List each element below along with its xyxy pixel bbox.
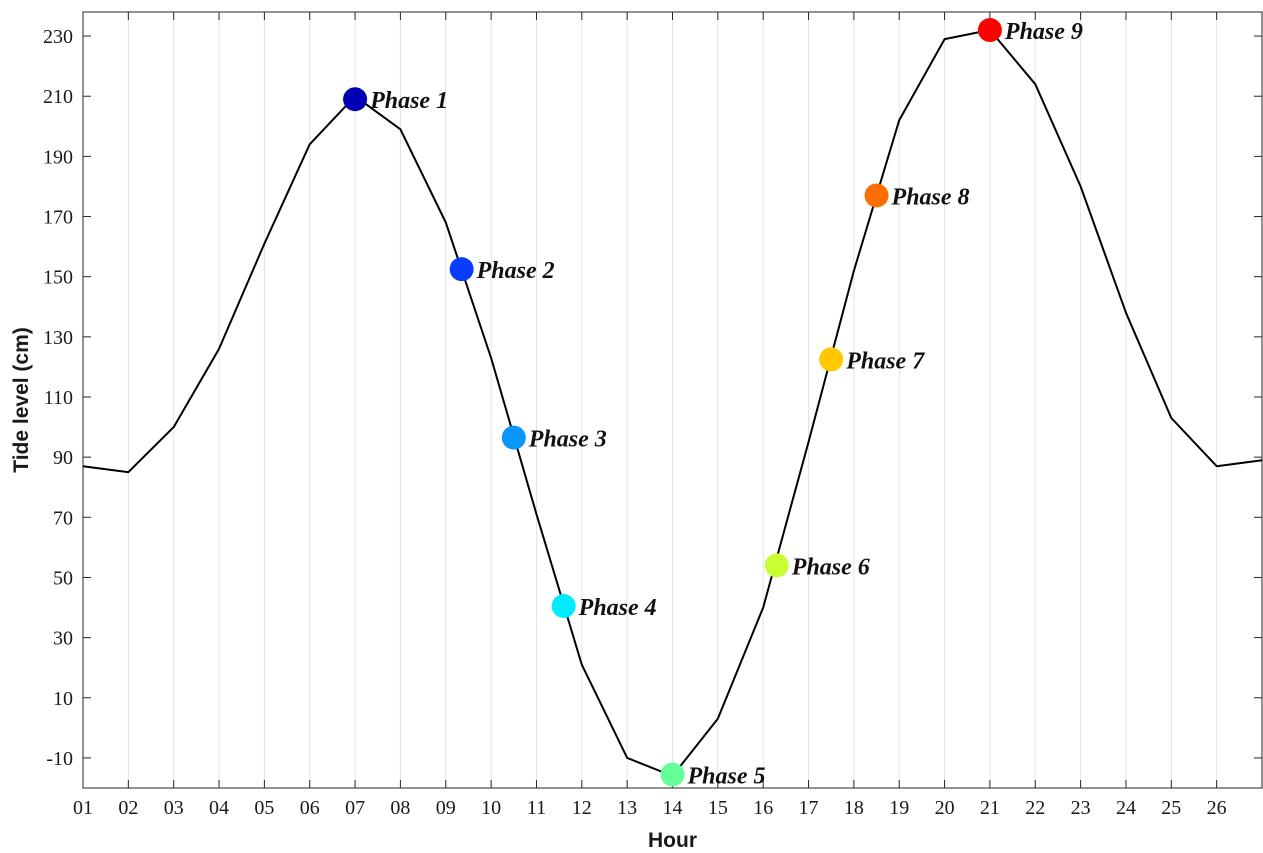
x-tick-label: 01 [73, 797, 93, 819]
phase-7-label: Phase 7 [845, 348, 925, 374]
y-tick-label: 230 [43, 26, 73, 48]
x-tick-label: 14 [663, 797, 683, 819]
y-axis-title: Tide level (cm) [10, 327, 33, 473]
x-tick-label: 08 [390, 797, 410, 819]
y-axis-tick-labels: -10 10 30 50 70 90 110 130 150 170 190 210 230 [43, 26, 73, 770]
x-tick-label: 24 [1116, 797, 1136, 819]
x-tick-label: 23 [1071, 797, 1091, 819]
gridlines [82, 12, 1218, 788]
phase-9-marker [977, 18, 1002, 43]
x-tick-label: 05 [254, 797, 274, 819]
x-axis-title: Hour [648, 829, 697, 852]
x-axis-tick-labels: 01 02 03 04 05 06 07 08 09 10 11 12 13 14 15 16 17 18 19 20… [73, 797, 1227, 819]
phase-4-label: Phase 4 [578, 595, 657, 621]
phase-5-marker [660, 762, 685, 787]
phase-8-marker [864, 183, 889, 208]
axis-ticks [82, 12, 1262, 788]
y-tick-label: 170 [43, 207, 73, 229]
x-tick-label: 10 [481, 797, 501, 819]
phase-8-label: Phase 8 [891, 184, 970, 210]
y-tick-label: 30 [53, 628, 73, 650]
x-tick-label: 22 [1025, 797, 1045, 819]
phase-7-marker [819, 347, 844, 372]
y-tick-label: 90 [53, 447, 73, 469]
y-tick-label: 210 [43, 86, 73, 108]
y-tick-label: -10 [46, 748, 73, 770]
phase-3-label: Phase 3 [528, 427, 607, 453]
phase-3-marker [501, 425, 526, 450]
y-tick-label: 110 [44, 387, 73, 409]
y-tick-label: 70 [53, 507, 73, 529]
y-tick-label: 50 [53, 567, 73, 589]
x-tick-label: 16 [753, 797, 773, 819]
phase-1-label: Phase 1 [369, 88, 448, 114]
x-tick-label: 20 [935, 797, 955, 819]
phase-markers: Phase 1 Phase 2 Phase 3 Phase 4 Phase 5 Phase… [343, 18, 1083, 789]
phase-5-label: Phase 5 [687, 763, 766, 789]
phase-2-label: Phase 2 [476, 258, 555, 284]
x-tick-label: 13 [617, 797, 637, 819]
x-tick-label: 21 [980, 797, 1000, 819]
x-tick-label: 07 [345, 797, 365, 819]
x-tick-label: 12 [572, 797, 592, 819]
phase-1-marker [343, 87, 368, 112]
x-tick-label: 09 [436, 797, 456, 819]
x-tick-label: 25 [1161, 797, 1181, 819]
x-tick-label: 26 [1207, 797, 1227, 819]
x-tick-label: 02 [118, 797, 138, 819]
phase-6-marker [764, 553, 789, 578]
x-tick-label: 19 [889, 797, 909, 819]
x-tick-label: 04 [209, 797, 229, 819]
y-tick-label: 190 [43, 146, 73, 168]
x-tick-label: 15 [708, 797, 728, 819]
phase-9-label: Phase 9 [1004, 19, 1083, 45]
y-tick-label: 130 [43, 327, 73, 349]
phase-2-marker [449, 257, 474, 282]
x-tick-label: 17 [799, 797, 819, 819]
y-tick-label: 150 [43, 267, 73, 289]
x-tick-label: 03 [164, 797, 184, 819]
x-tick-label: 11 [527, 797, 546, 819]
phase-4-marker [551, 594, 576, 619]
phase-6-label: Phase 6 [791, 554, 870, 580]
y-tick-label: 10 [53, 688, 73, 710]
x-tick-label: 06 [300, 797, 320, 819]
x-tick-label: 18 [844, 797, 864, 819]
